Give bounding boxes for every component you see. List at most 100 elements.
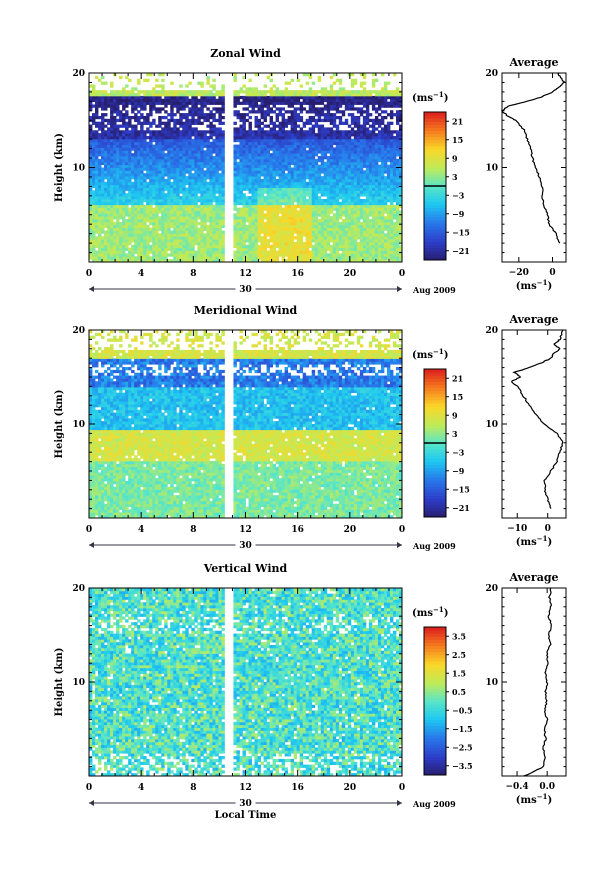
heatmap-cell — [221, 115, 225, 120]
heatmap-cell — [365, 136, 370, 140]
heatmap-cell — [203, 164, 207, 168]
heatmap-cell — [143, 115, 147, 120]
heatmap-cell — [320, 170, 325, 174]
heatmap-cell — [305, 121, 310, 125]
heatmap-cell — [254, 221, 258, 226]
heatmap-cell — [170, 133, 174, 137]
heatmap-cell — [221, 196, 225, 200]
heatmap-cell — [362, 136, 367, 140]
heatmap-cell — [266, 138, 270, 143]
heatmap-cell — [278, 147, 283, 151]
heatmap-cell — [341, 167, 346, 171]
heatmap-cell — [125, 138, 129, 143]
heatmap-cell — [95, 158, 99, 163]
heatmap-cell — [314, 230, 319, 234]
heatmap-cell — [128, 144, 132, 148]
heatmap-cell — [155, 199, 159, 203]
heatmap-cell — [104, 138, 108, 143]
heatmap-cell — [200, 190, 204, 194]
heatmap-cell — [134, 156, 138, 160]
heatmap-cell — [272, 201, 276, 206]
heatmap-cell — [335, 253, 340, 257]
heatmap-cell — [356, 210, 361, 214]
heatmap-cell — [266, 221, 270, 226]
heatmap-cell — [323, 256, 328, 260]
heatmap-cell — [398, 136, 403, 140]
heatmap-cell — [218, 207, 222, 211]
heatmap-cell — [185, 199, 189, 203]
heatmap-cell — [260, 107, 264, 111]
heatmap-cell — [365, 164, 370, 168]
heatmap-cell — [95, 107, 99, 111]
heatmap-cell — [395, 170, 400, 174]
heatmap-cell — [377, 176, 382, 180]
heatmap-cell — [263, 190, 267, 194]
heatmap-cell — [119, 124, 123, 128]
heatmap-cell — [161, 115, 165, 120]
heatmap-cell — [209, 216, 213, 220]
heatmap-cell — [161, 133, 165, 137]
heatmap-cell — [257, 187, 261, 191]
heatmap-cell — [158, 176, 162, 180]
heatmap-cell — [311, 216, 316, 220]
heatmap-cell — [314, 118, 319, 123]
heatmap-cell — [113, 124, 117, 128]
heatmap-cell — [272, 124, 276, 128]
heatmap-cell — [185, 239, 189, 243]
heatmap-cell — [398, 130, 403, 134]
heatmap-cell — [272, 199, 276, 203]
heatmap-cell — [170, 259, 174, 263]
heatmap-cell — [356, 170, 361, 174]
heatmap-cell — [245, 156, 249, 160]
heatmap-cell — [332, 247, 337, 251]
heatmap-cell — [269, 207, 273, 211]
heatmap-cell — [368, 161, 373, 166]
heatmap-cell — [218, 121, 222, 125]
heatmap-cell — [362, 253, 367, 257]
heatmap-cell — [290, 121, 295, 125]
heatmap-cell — [248, 110, 252, 114]
heatmap-cell — [254, 164, 258, 168]
heatmap-cell — [311, 181, 316, 186]
heatmap-cell — [155, 210, 159, 214]
heatmap-cell — [245, 164, 249, 168]
heatmap-cell — [242, 221, 246, 226]
heatmap-cell — [113, 127, 117, 131]
heatmap-cell — [335, 244, 340, 249]
heatmap-cell — [323, 219, 328, 223]
heatmap-cell — [266, 124, 270, 128]
heatmap-cell — [161, 250, 165, 254]
heatmap-cell — [203, 170, 207, 174]
heatmap-cell — [374, 164, 379, 168]
heatmap-cell — [380, 176, 385, 180]
heatmap-cell — [302, 121, 307, 125]
heatmap-cell — [311, 187, 316, 191]
heatmap-cell — [191, 164, 195, 168]
heatmap-cell — [275, 233, 280, 237]
heatmap-cell — [140, 113, 144, 117]
heatmap-cell — [323, 147, 328, 151]
heatmap-cell — [200, 233, 204, 237]
heatmap-cell — [140, 216, 144, 220]
heatmap-cell — [275, 227, 280, 231]
heatmap-cell — [248, 130, 252, 134]
heatmap-cell — [389, 244, 394, 249]
heatmap-cell — [209, 156, 213, 160]
heatmap-cell — [296, 153, 301, 157]
heatmap-cell — [158, 247, 162, 251]
heatmap-cell — [332, 167, 337, 171]
heatmap-cell — [317, 133, 322, 137]
heatmap-cell — [314, 173, 319, 177]
heatmap-cell — [257, 250, 261, 254]
heatmap-cell — [374, 256, 379, 260]
heatmap-cell — [299, 233, 304, 237]
heatmap-cell — [176, 196, 180, 200]
heatmap-cell — [92, 216, 96, 220]
heatmap-cell — [167, 221, 171, 226]
heatmap-cell — [173, 124, 177, 128]
heatmap-cell — [152, 121, 156, 125]
heatmap-cell — [221, 233, 225, 237]
heatmap-cell — [101, 221, 105, 226]
heatmap-cell — [263, 150, 267, 154]
heatmap-cell — [170, 127, 174, 131]
